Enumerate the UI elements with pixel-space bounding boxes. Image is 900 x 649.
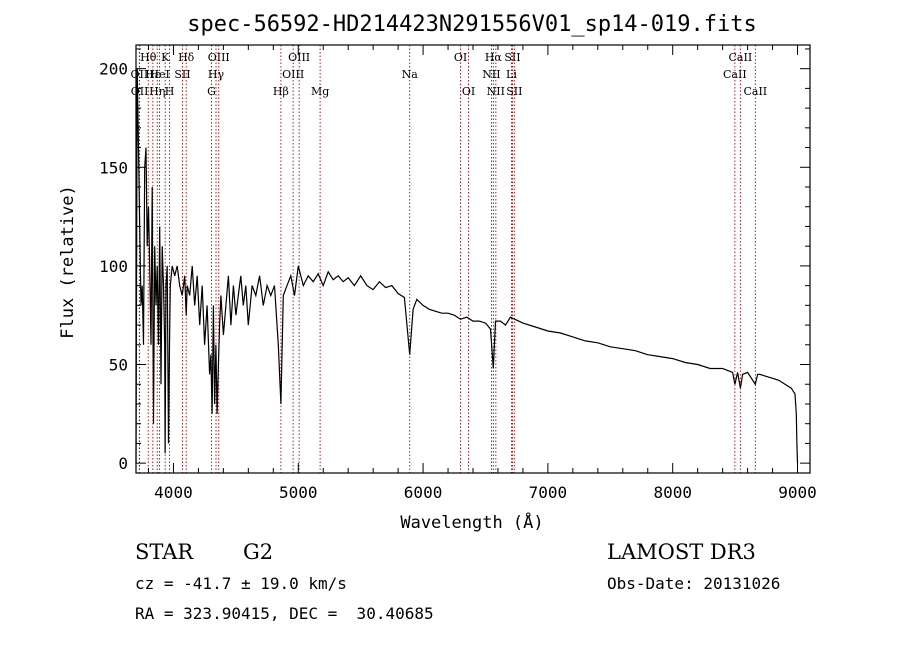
- spectral-line-markers: [138, 45, 756, 473]
- x-tick-label: 8000: [653, 483, 692, 502]
- line-label-15: OIII: [282, 68, 304, 81]
- line-label-19: OI: [462, 85, 475, 98]
- line-label-26: CaII: [729, 51, 753, 64]
- axis-ticks: 4000 5000 6000 7000 8000 9000 0 50 100 150 200: [99, 45, 817, 502]
- subclass: G2: [243, 540, 274, 564]
- coordinates: RA = 323.90415, DEC = 30.40685: [135, 604, 434, 623]
- line-label-17: Na: [402, 68, 419, 81]
- y-tick-label: 50: [109, 356, 128, 375]
- x-tick-label: 6000: [404, 483, 443, 502]
- redshift-cz: cz = -41.7 ± 19.0 km/s: [135, 574, 347, 593]
- line-label-16: Mg: [311, 85, 329, 98]
- survey-name: LAMOST DR3: [607, 540, 756, 564]
- x-axis-label: Wavelength (Å): [400, 511, 543, 533]
- line-label-2: OII: [131, 85, 149, 98]
- line-label-4: Hη: [149, 85, 165, 98]
- line-label-10: OIII: [208, 51, 230, 64]
- obs-date: Obs-Date: 20131026: [607, 574, 781, 593]
- line-label-22: NII: [482, 68, 500, 81]
- plot-frame: [135, 44, 811, 474]
- x-tick-label: 4000: [154, 483, 193, 502]
- line-label-0: Hθ: [140, 51, 157, 64]
- line-label-27: CaII: [723, 68, 747, 81]
- line-label-3: Hε: [145, 68, 161, 81]
- line-label-21: SII: [504, 51, 520, 64]
- x-tick-label: 5000: [279, 483, 318, 502]
- line-label-13: Hβ: [273, 85, 289, 98]
- line-label-23: Li: [506, 68, 517, 81]
- line-label-7: H: [165, 85, 175, 98]
- object-class: STAR: [135, 540, 194, 564]
- line-label-12: G: [207, 85, 216, 98]
- x-tick-label: 9000: [778, 483, 817, 502]
- line-label-24: NII: [487, 85, 505, 98]
- y-tick-label: 150: [99, 158, 128, 177]
- line-label-25: SII: [506, 85, 522, 98]
- y-tick-label: 0: [118, 454, 128, 473]
- y-axis-label: Flux (relative): [58, 185, 78, 339]
- line-label-8: SII: [174, 68, 190, 81]
- line-label-5: K: [161, 51, 170, 64]
- line-label-20: Hα: [485, 51, 503, 64]
- line-label-6: HeI: [149, 68, 169, 81]
- line-label-28: CaII: [743, 85, 767, 98]
- chart-title: spec-56592-HD214423N291556V01_sp14-019.f…: [187, 12, 757, 37]
- y-tick-label: 200: [99, 60, 128, 79]
- line-label-1: OII: [131, 68, 149, 81]
- line-label-11: Hγ: [208, 68, 225, 81]
- line-label-18: OI: [454, 51, 467, 64]
- y-tick-label: 100: [99, 257, 128, 276]
- line-label-14: OIII: [288, 51, 310, 64]
- x-tick-label: 7000: [529, 483, 568, 502]
- spectrum-line: [135, 68, 799, 464]
- line-label-9: Hδ: [178, 51, 195, 64]
